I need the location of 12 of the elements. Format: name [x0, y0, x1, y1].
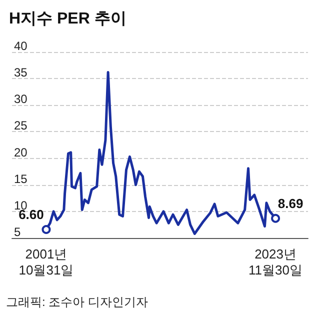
chart-title: H지수 PER 추이	[9, 10, 126, 28]
x-tick-label: 2001년 10월31일	[18, 246, 74, 278]
text: 그래픽: 조수아 디자인기자	[6, 295, 148, 309]
x-tick-label: 2023년 11월30일	[248, 246, 303, 278]
data-label: 8.69	[278, 196, 304, 211]
y-tick-label: 5	[14, 225, 21, 239]
y-tick-label: 15	[14, 172, 28, 186]
y-tick-label: 35	[14, 66, 28, 80]
y-tick-label: 30	[14, 92, 28, 106]
y-tick-label: 20	[14, 145, 28, 160]
y-tick-label: 40	[14, 39, 28, 53]
y-tick-label: 25	[14, 118, 28, 133]
